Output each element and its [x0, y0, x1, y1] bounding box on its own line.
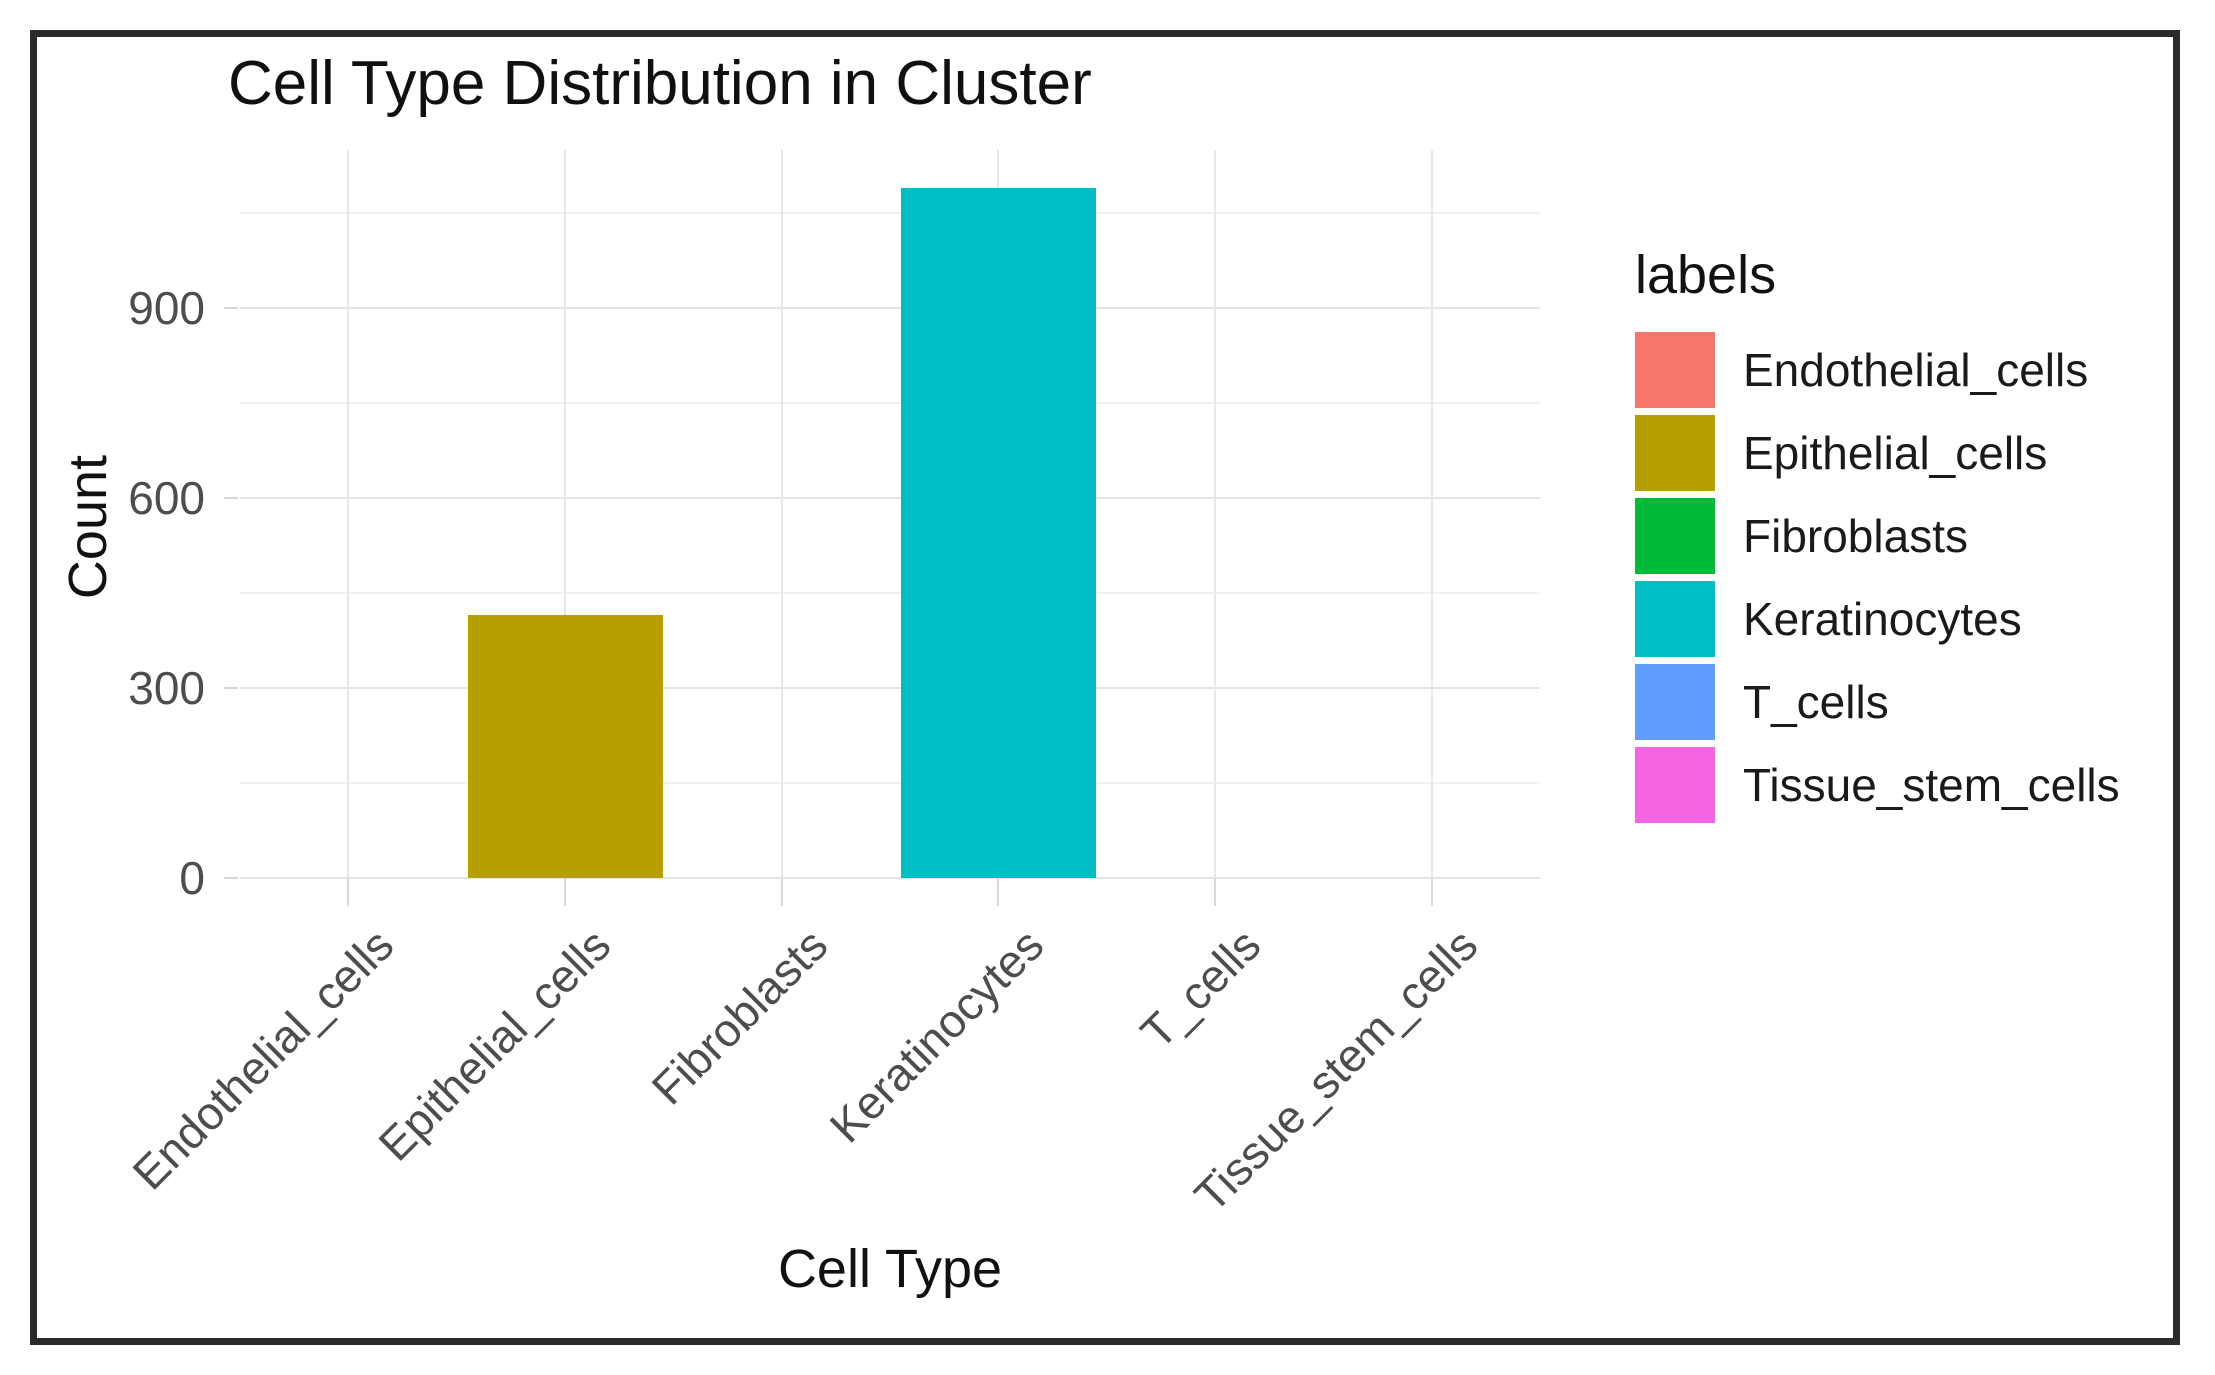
- legend-item-label: Epithelial_cells: [1743, 427, 2048, 479]
- x-tick: [780, 878, 783, 906]
- y-tick: [224, 877, 238, 879]
- legend-item: Epithelial_cells: [1635, 415, 2120, 491]
- gridline-major: [240, 307, 1540, 310]
- y-tick-label: 900: [128, 282, 205, 335]
- gridline-vertical: [564, 150, 566, 878]
- gridline-vertical: [1214, 150, 1216, 878]
- gridline-minor: [240, 402, 1540, 405]
- bar-keratinocytes: [900, 187, 1096, 878]
- gridline-minor: [240, 212, 1540, 215]
- x-tick: [347, 878, 350, 906]
- legend-item: Fibroblasts: [1635, 498, 2120, 574]
- legend-item: Tissue_stem_cells: [1635, 747, 2120, 823]
- x-tick: [1214, 878, 1216, 906]
- legend-item: Endothelial_cells: [1635, 332, 2120, 408]
- legend-item-label: Endothelial_cells: [1743, 344, 2089, 396]
- gridline-major: [240, 497, 1540, 500]
- legend-items: Endothelial_cells Epithelial_cells Fibrobl…: [1635, 332, 2120, 823]
- legend: labels Endothelial_cells Epithelial_cells…: [1635, 244, 2120, 830]
- y-tick: [224, 687, 238, 690]
- gridline-major: [240, 687, 1540, 690]
- legend-swatch-endothelial_cells: [1635, 332, 1715, 408]
- x-axis-title: Cell Type: [777, 1239, 1003, 1299]
- bar-epithelial_cells: [467, 615, 663, 878]
- legend-item-label: Fibroblasts: [1743, 510, 1968, 562]
- legend-item-label: Keratinocytes: [1743, 593, 2022, 645]
- y-tick: [224, 307, 238, 310]
- y-tick-label: 600: [128, 472, 205, 525]
- legend-swatch-tissue_stem_cells: [1635, 747, 1715, 823]
- legend-swatch-keratinocytes: [1635, 581, 1715, 657]
- y-tick: [224, 497, 238, 500]
- legend-item: Keratinocytes: [1635, 581, 2120, 657]
- legend-title: labels: [1635, 245, 1777, 305]
- y-tick-label: 300: [128, 662, 205, 715]
- gridline-minor: [240, 592, 1540, 595]
- x-tick: [564, 878, 566, 906]
- legend-item-label: Tissue_stem_cells: [1743, 759, 2120, 811]
- gridline-minor: [240, 782, 1540, 785]
- x-tick: [997, 878, 1000, 906]
- legend-swatch-fibroblasts: [1635, 498, 1715, 574]
- legend-item-label: T_cells: [1743, 676, 1889, 728]
- plot-panel: [240, 150, 1540, 879]
- chart-title: Cell Type Distribution in Cluster: [228, 49, 1092, 118]
- legend-swatch-epithelial_cells: [1635, 415, 1715, 491]
- gridline-vertical: [780, 150, 783, 878]
- gridline-vertical: [1430, 150, 1433, 878]
- legend-item: T_cells: [1635, 664, 2120, 740]
- x-tick: [1430, 878, 1433, 906]
- legend-swatch-t_cells: [1635, 664, 1715, 740]
- y-tick-label: 0: [179, 852, 205, 904]
- gridline-major: [240, 877, 1540, 879]
- gridline-vertical: [347, 150, 350, 878]
